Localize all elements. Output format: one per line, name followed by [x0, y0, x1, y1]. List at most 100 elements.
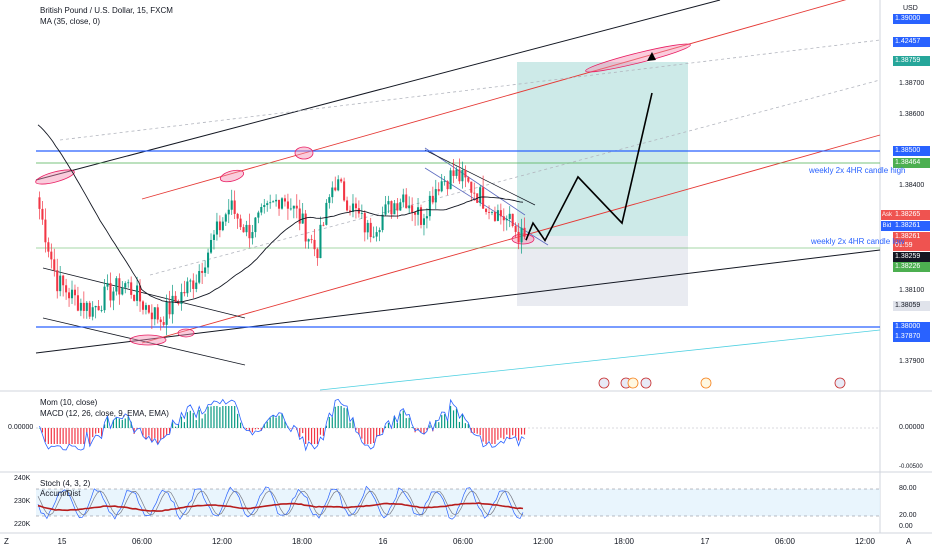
candle-body	[224, 214, 227, 222]
price-badge: 1.38000	[893, 322, 930, 332]
ellipse-marker	[219, 169, 245, 183]
time-tick: 12:00	[854, 537, 876, 546]
macd-bar	[71, 428, 73, 444]
candle-body	[150, 312, 153, 320]
candle-body	[159, 319, 162, 323]
price-tick: 1.38700	[899, 80, 925, 87]
macd-bar	[248, 428, 251, 432]
purple-flag-top	[424, 147, 526, 216]
macd-bar	[210, 406, 212, 428]
candle-body	[233, 200, 236, 214]
candle-body	[230, 200, 233, 210]
macd-bar	[74, 428, 76, 444]
macd-bar	[186, 412, 188, 428]
macd-bar	[201, 418, 203, 428]
candle-body	[204, 267, 207, 273]
candle-body	[360, 213, 363, 214]
candle-body	[455, 169, 458, 176]
candle-body	[334, 187, 337, 191]
macd-bar	[452, 410, 455, 428]
macd-bar	[160, 428, 162, 440]
macd-bar	[234, 406, 236, 428]
ma-legend[interactable]: MA (35, close, 0)	[40, 17, 101, 26]
macd-bar	[520, 428, 523, 435]
macd-bar	[118, 418, 120, 428]
candle-body	[207, 252, 210, 268]
macd-bar	[518, 428, 520, 441]
candle-body	[319, 224, 322, 259]
candle-body	[298, 208, 301, 224]
macd-bar	[325, 425, 327, 428]
candle-high-note[interactable]: weekly 2x 4HR candle high	[809, 166, 906, 175]
macd-bar	[53, 428, 55, 444]
candle-body	[464, 170, 467, 178]
macd-bar	[278, 415, 280, 428]
macd-bar	[142, 428, 144, 436]
volume-tick: 220K	[14, 521, 31, 528]
candle-low-note[interactable]: weekly 2x 4HR candle low	[811, 237, 905, 246]
macd-bar	[500, 428, 502, 438]
macd-bar	[219, 407, 221, 428]
macd-bar	[393, 415, 395, 428]
macd-bar	[65, 428, 67, 444]
candle-body	[502, 216, 505, 221]
macd-bar	[396, 422, 398, 428]
stoch-legend[interactable]: Stoch (4, 3, 2)	[40, 479, 91, 488]
price-badge: 1.42457	[893, 37, 930, 47]
macd-bar	[195, 420, 197, 428]
candle-body	[133, 294, 136, 301]
time-tick: 18:00	[291, 537, 313, 546]
macd-bar	[441, 415, 443, 428]
macd-bar	[89, 428, 91, 444]
candle-body	[156, 307, 159, 320]
candle-body	[431, 195, 434, 203]
macd-bar	[340, 406, 342, 428]
macd-bar	[408, 417, 410, 428]
macd-histogram	[38, 406, 526, 444]
candle-body	[449, 170, 452, 190]
candle-body	[384, 204, 387, 215]
macd-bar	[62, 428, 64, 444]
mom-legend[interactable]: Mom (10, close)	[40, 398, 98, 407]
candle-body	[260, 207, 263, 213]
macd-bar	[402, 410, 404, 428]
candle-body	[242, 227, 245, 233]
zoom-button[interactable]: Z	[4, 537, 9, 546]
macd-bar	[148, 428, 150, 436]
macd-bar	[92, 428, 94, 438]
stoch-tick: 20.00	[899, 512, 917, 519]
red-upper-channel	[141, 0, 847, 200]
candle-body	[118, 278, 121, 295]
macd-bar	[435, 420, 437, 428]
candle-body	[419, 207, 423, 225]
volume-tick: 240K	[14, 475, 31, 482]
time-tick: 16	[378, 537, 388, 546]
candle-body	[94, 305, 97, 308]
candle-body	[387, 201, 390, 205]
macd-bar	[269, 417, 271, 428]
price-tick: 1.38400	[899, 182, 925, 189]
macd-legend[interactable]: MACD (12, 26, close, 9, EMA, EMA)	[40, 409, 169, 418]
macd-bar	[444, 414, 446, 428]
candle-body	[109, 282, 112, 301]
macd-bar	[491, 428, 493, 444]
macd-bar	[263, 424, 265, 428]
auto-scale-button[interactable]: A	[906, 537, 912, 546]
candle-body	[41, 208, 44, 220]
macd-bar	[523, 428, 526, 435]
projection-arrowhead	[647, 52, 656, 61]
profit-zone	[517, 62, 688, 236]
macd-bar	[438, 422, 440, 428]
macd-bar	[183, 422, 185, 428]
macd-bar	[239, 422, 242, 428]
macd-bar	[275, 417, 277, 428]
candle-body	[313, 239, 316, 250]
price-tick: 1.38100	[899, 287, 925, 294]
macd-bar	[310, 428, 313, 444]
ellipse-marker	[294, 146, 314, 160]
candle-body	[53, 259, 56, 271]
accum-legend[interactable]: Accum/Dist	[40, 489, 81, 498]
candle-body	[351, 203, 355, 212]
candle-body	[112, 291, 115, 301]
